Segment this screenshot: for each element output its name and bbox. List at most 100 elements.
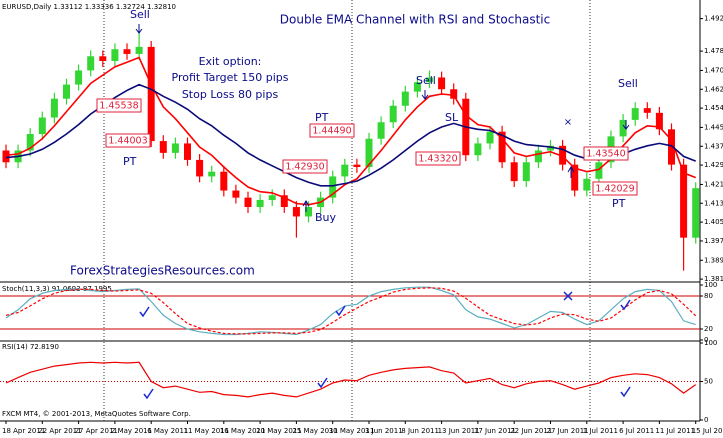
candle-body <box>619 119 627 137</box>
y-tick-label: 80 <box>704 292 713 300</box>
note: Exit option: <box>199 55 262 68</box>
panel-title: Stoch(11,3,3) 91.0693 87.1995 <box>2 285 112 293</box>
cross-marker <box>563 291 573 301</box>
candle-body <box>123 49 131 54</box>
y-tick-label: 100 <box>704 339 717 347</box>
y-tick-label: 1.41360 <box>704 199 723 207</box>
x-tick-label: 8 Jun 2011 <box>401 427 439 435</box>
target-label: PT <box>123 155 137 168</box>
candle-body <box>26 134 34 151</box>
candle-body <box>474 143 482 156</box>
arrow <box>421 90 429 100</box>
candle-body <box>99 56 107 62</box>
price-label: 1.42029 <box>595 184 634 195</box>
candle-body <box>450 89 458 99</box>
price-box <box>96 98 142 113</box>
candle-body <box>38 117 46 135</box>
copyright: FXCM MT4, © 2001-2013, MetaQuotes Softwa… <box>2 410 191 418</box>
arrow <box>302 200 310 212</box>
candle-body <box>244 197 252 208</box>
candle-body <box>268 195 276 200</box>
panel-title: RSI(14) 72.8190 <box>2 343 59 351</box>
candle-body <box>220 171 228 191</box>
x-tick-label: 1 Jul 2011 <box>583 427 618 435</box>
candle-body <box>147 46 155 142</box>
candle-body <box>196 159 204 177</box>
x-tick-label: 6 May 2011 <box>147 427 188 435</box>
candle-body <box>365 138 373 167</box>
candle-body <box>111 49 119 62</box>
candle-body <box>559 145 567 165</box>
candle-body <box>426 77 433 83</box>
price-label: 1.44003 <box>108 136 147 147</box>
candle-body <box>571 164 579 191</box>
target-label: PT <box>612 197 626 210</box>
y-tick-label: 1.40560 <box>704 218 723 226</box>
candle-body <box>680 164 688 238</box>
candle-body <box>486 131 494 144</box>
y-tick-label: 1.47820 <box>704 47 723 55</box>
candle-body <box>280 195 288 208</box>
x-tick-label: 18 Apr 2011 <box>2 427 45 435</box>
cross-marker: × <box>564 117 572 128</box>
y-tick-label: 1.42980 <box>704 161 723 169</box>
x-tick-label: 11 Jul 2011 <box>655 427 695 435</box>
note: Profit Target 150 pips <box>172 71 289 84</box>
candle-body <box>401 91 409 106</box>
price-box <box>415 151 461 166</box>
y-tick-label: 1.39760 <box>704 237 723 245</box>
y-tick-label: 1.47000 <box>704 66 723 74</box>
y-tick-label: 100 <box>704 281 717 289</box>
candle-body <box>159 141 167 153</box>
y-tick-label: 20 <box>704 325 713 333</box>
arrow <box>135 24 143 34</box>
x-tick-label: 20 May 2011 <box>256 427 302 435</box>
signal-label: Sell <box>416 74 436 87</box>
x-tick-label: 30 May 2011 <box>329 427 375 435</box>
arrow <box>567 166 575 178</box>
price-box <box>105 133 151 148</box>
arrow <box>622 120 630 130</box>
price-box <box>583 146 629 161</box>
x-tick-label: 25 May 2011 <box>292 427 338 435</box>
candle-body <box>692 188 700 238</box>
candle-body <box>522 162 530 182</box>
check-marker <box>139 306 150 318</box>
y-tick-label: 1.38940 <box>704 256 723 264</box>
line-series <box>5 286 696 336</box>
price-label: 1.42930 <box>285 162 324 173</box>
x-tick-label: 27 Apr 2011 <box>75 427 118 435</box>
candle-body <box>389 105 397 123</box>
candle-body <box>655 112 663 130</box>
candle-body <box>498 131 506 163</box>
y-tick-label: 1.42160 <box>704 180 723 188</box>
y-tick-label: 1.45400 <box>704 104 723 112</box>
y-tick-label: 0 <box>704 416 708 424</box>
candle-body <box>583 178 591 191</box>
check-marker <box>143 388 154 400</box>
y-tick-label: 1.44580 <box>704 123 723 131</box>
x-tick-label: 11 May 2011 <box>184 427 230 435</box>
candle-body <box>171 143 179 153</box>
x-tick-label: 13 Jun 2011 <box>438 427 480 435</box>
note: Stop Loss 80 pips <box>182 88 279 101</box>
x-tick-label: 2 May 2011 <box>111 427 152 435</box>
y-tick-label: 1.49200 <box>704 15 723 23</box>
price-box <box>592 181 638 196</box>
price-box <box>309 123 355 138</box>
candle-body <box>413 82 421 92</box>
line-series <box>5 83 696 187</box>
candle-body <box>329 176 337 198</box>
signal-label: Buy <box>315 211 337 224</box>
candle-body <box>135 46 143 54</box>
candle-body <box>438 77 446 90</box>
candle-body <box>353 164 361 167</box>
line-series <box>5 287 697 335</box>
candle-body <box>50 98 58 118</box>
y-tick-label: 50 <box>704 378 713 386</box>
candle-body <box>631 108 639 120</box>
x-tick-label: 22 Jun 2011 <box>510 427 552 435</box>
candle-body <box>184 143 191 160</box>
candle-body <box>510 162 518 182</box>
